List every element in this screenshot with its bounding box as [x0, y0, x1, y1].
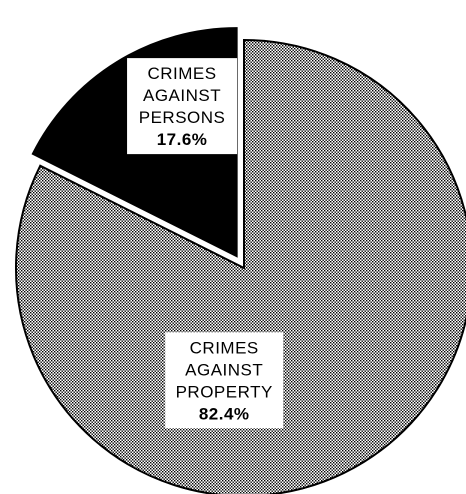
slice-label-line: PROPERTY: [176, 382, 273, 401]
label-background: [165, 332, 284, 429]
slice-percent-label: 17.6%: [157, 130, 208, 149]
slice-label-line: AGAINST: [185, 360, 263, 379]
slice-percent-label: 82.4%: [199, 404, 250, 423]
pie-labels: CRIMES AGAINST PROPERTY 82.4% CRIMES AGAINST P…: [127, 58, 284, 429]
slice-label-line: CRIMES: [147, 64, 216, 83]
label-background: [127, 58, 238, 155]
slice-label-persons: CRIMES AGAINST PERSONS 17.6%: [127, 58, 238, 155]
slice-label-line: PERSONS: [139, 108, 226, 127]
pie-slice-property: [15, 38, 466, 494]
slice-label-line: CRIMES: [190, 338, 259, 357]
slice-label-line: AGAINST: [143, 86, 221, 105]
slice-label-property: CRIMES AGAINST PROPERTY 82.4%: [165, 332, 284, 429]
